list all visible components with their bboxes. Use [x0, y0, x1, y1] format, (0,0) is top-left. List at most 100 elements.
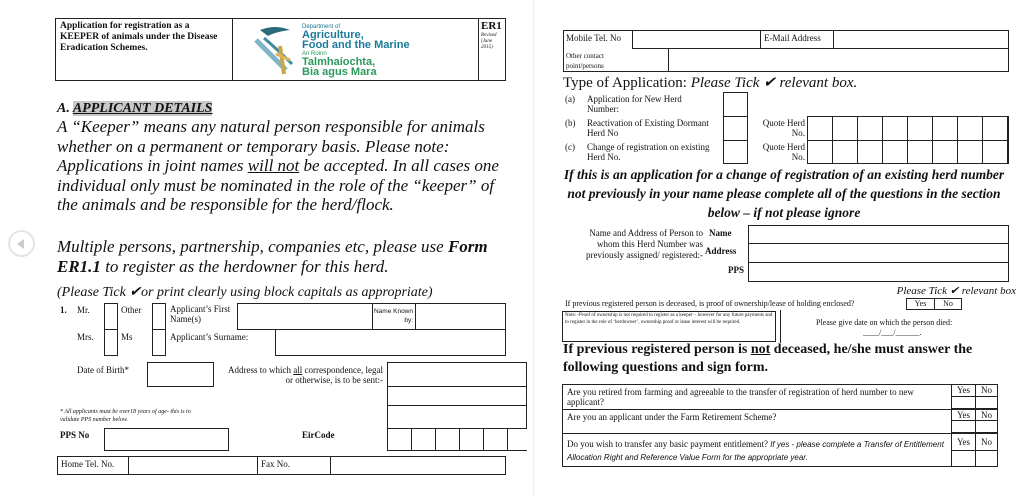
address-line-3[interactable]: [387, 405, 527, 429]
date-died-field[interactable]: ____/___/______.: [863, 328, 922, 337]
change-notice: If this is an application for a change o…: [563, 167, 1005, 220]
text: not: [750, 342, 771, 357]
label-dob: Date of Birth*: [77, 365, 129, 375]
dob-field[interactable]: [147, 362, 214, 387]
question-number: 1.: [60, 305, 67, 315]
department-logo: Department of Agriculture, Food and the …: [250, 22, 470, 78]
text: will not: [247, 156, 300, 175]
text: be accepted. In all cases one individual…: [57, 156, 499, 214]
label-prev-name: Name: [709, 228, 732, 238]
label-first-name: Applicant’s First Name(s): [170, 304, 231, 324]
label-ms: Ms: [121, 332, 133, 342]
label-other: Other: [121, 305, 142, 315]
type-heading: Type of Application: Please Tick ✔ relev…: [563, 73, 857, 92]
keeper-definition: A “Keeper” means any natural person resp…: [57, 117, 519, 215]
age-note: * All applicants must be over18 years of…: [60, 409, 191, 423]
email-field[interactable]: [833, 30, 1009, 49]
checkbox-mr[interactable]: [104, 303, 118, 330]
logo-text: Department of: [302, 24, 341, 30]
address-line-1[interactable]: [387, 362, 527, 387]
logo-text: Agriculture,: [302, 29, 364, 41]
label-prev-address: Address: [705, 246, 737, 256]
page-divider: [533, 0, 534, 496]
checkbox-reactivation[interactable]: [723, 116, 748, 141]
deceased-question: If previous registered person is decease…: [565, 299, 855, 308]
q3-no-box[interactable]: [975, 450, 998, 467]
other-contact-field[interactable]: [668, 48, 1009, 72]
q2-yes-box[interactable]: [951, 420, 976, 433]
question-text: Do you wish to transfer any basic paymen…: [567, 438, 947, 464]
prev-pps-field[interactable]: [748, 262, 1009, 282]
prev-name-field[interactable]: [748, 225, 1009, 244]
previous-page-button[interactable]: [8, 230, 35, 257]
form-title: Application for registration as a KEEPER…: [60, 21, 218, 53]
option-label: Reactivation of Existing Dormant Herd No: [587, 118, 709, 138]
section-heading: A. APPLICANT DETAILS: [57, 101, 213, 117]
form-code: ER1: [481, 20, 502, 32]
eircode-field[interactable]: [387, 428, 527, 451]
q1-no-box[interactable]: [975, 396, 998, 409]
question-text: Are you retired from farming and agreeab…: [567, 387, 914, 407]
arrow-left-icon: [17, 239, 24, 249]
question-row: Are you retired from farming and agreeab…: [562, 384, 998, 410]
label-prev-pps: PPS: [728, 265, 745, 275]
text: Multiple persons, partnership, companies…: [57, 237, 448, 256]
q2-no-box[interactable]: [975, 420, 998, 433]
multiple-persons-note: Multiple persons, partnership, companies…: [57, 237, 519, 276]
surname-field[interactable]: [275, 329, 506, 356]
label-mr: Mr.: [77, 305, 90, 315]
question-row: Do you wish to transfer any basic paymen…: [562, 433, 998, 467]
known-by-field[interactable]: [415, 303, 506, 330]
fax-field[interactable]: [330, 456, 506, 475]
label-address: Address to which all correspondence, leg…: [222, 365, 383, 385]
label-quote-herd: Quote Herd No.: [762, 118, 805, 138]
mobile-field[interactable]: [632, 30, 761, 49]
option-label: Application for New Herd Number:: [587, 94, 682, 114]
revision-date: Revised (June 2015): [481, 33, 497, 50]
herd-number-change[interactable]: [807, 140, 1009, 164]
prev-address-field[interactable]: [748, 243, 1009, 263]
option-letter: (c): [565, 142, 575, 152]
label-other-contact: Other contact point/persons: [566, 52, 604, 70]
pps-field[interactable]: [104, 428, 229, 451]
option-letter: (b): [565, 118, 576, 128]
header-divider: [232, 18, 233, 81]
logo-text: An Roinn: [302, 51, 327, 57]
text: Do you wish to transfer any basic paymen…: [567, 439, 771, 449]
address-line-2[interactable]: [387, 386, 527, 406]
label-email: E-Mail Address: [764, 33, 821, 43]
text: all: [293, 365, 303, 375]
first-name-field[interactable]: [237, 303, 373, 330]
home-tel-field[interactable]: [128, 456, 258, 475]
header-divider: [478, 18, 479, 81]
checkbox-ms[interactable]: [152, 329, 166, 356]
deceased-no-box[interactable]: No: [934, 298, 962, 310]
label-surname: Applicant’s Surname:: [170, 332, 249, 342]
text: to register as the herdowner for this he…: [100, 256, 389, 276]
checkbox-new-herd[interactable]: [723, 92, 748, 117]
q1-yes-box[interactable]: [951, 396, 976, 409]
checkbox-mrs[interactable]: [104, 329, 118, 356]
tick-instruction: Please Tick ✔ relevant box: [896, 285, 1016, 297]
label-known-by: Name Known by:: [372, 303, 416, 330]
ownership-note: Note: -Proof of ownership is not require…: [562, 311, 776, 342]
question-row: Are you an applicant under the Farm Reti…: [562, 409, 998, 434]
text: Address to which: [228, 365, 294, 375]
herd-number-reactivation[interactable]: [807, 116, 1009, 141]
not-deceased-heading: If previous registered person is not dec…: [563, 341, 1013, 377]
text: deceased, he/she must answer the followi…: [563, 342, 973, 375]
text: A “Keeper” means any natural person resp…: [57, 117, 485, 175]
header-table: [55, 18, 506, 81]
checkbox-other[interactable]: [152, 303, 166, 330]
text: correspondence, legal or otherwise, is t…: [285, 365, 383, 385]
q3-yes-box[interactable]: [951, 450, 976, 467]
checkbox-change[interactable]: [723, 140, 748, 164]
logo-text: Food and the Marine: [302, 39, 410, 51]
label-date-died: Please give date on which the person die…: [816, 318, 953, 327]
label-mobile: Mobile Tel. No: [566, 33, 621, 43]
text: If yes - please complete a Transfer of E…: [567, 440, 944, 462]
deceased-yes-box[interactable]: Yes: [906, 298, 935, 310]
section-title: APPLICANT DETAILS: [72, 101, 213, 116]
text: If previous registered person is: [563, 342, 751, 357]
label-home-tel: Home Tel. No.: [61, 459, 115, 469]
